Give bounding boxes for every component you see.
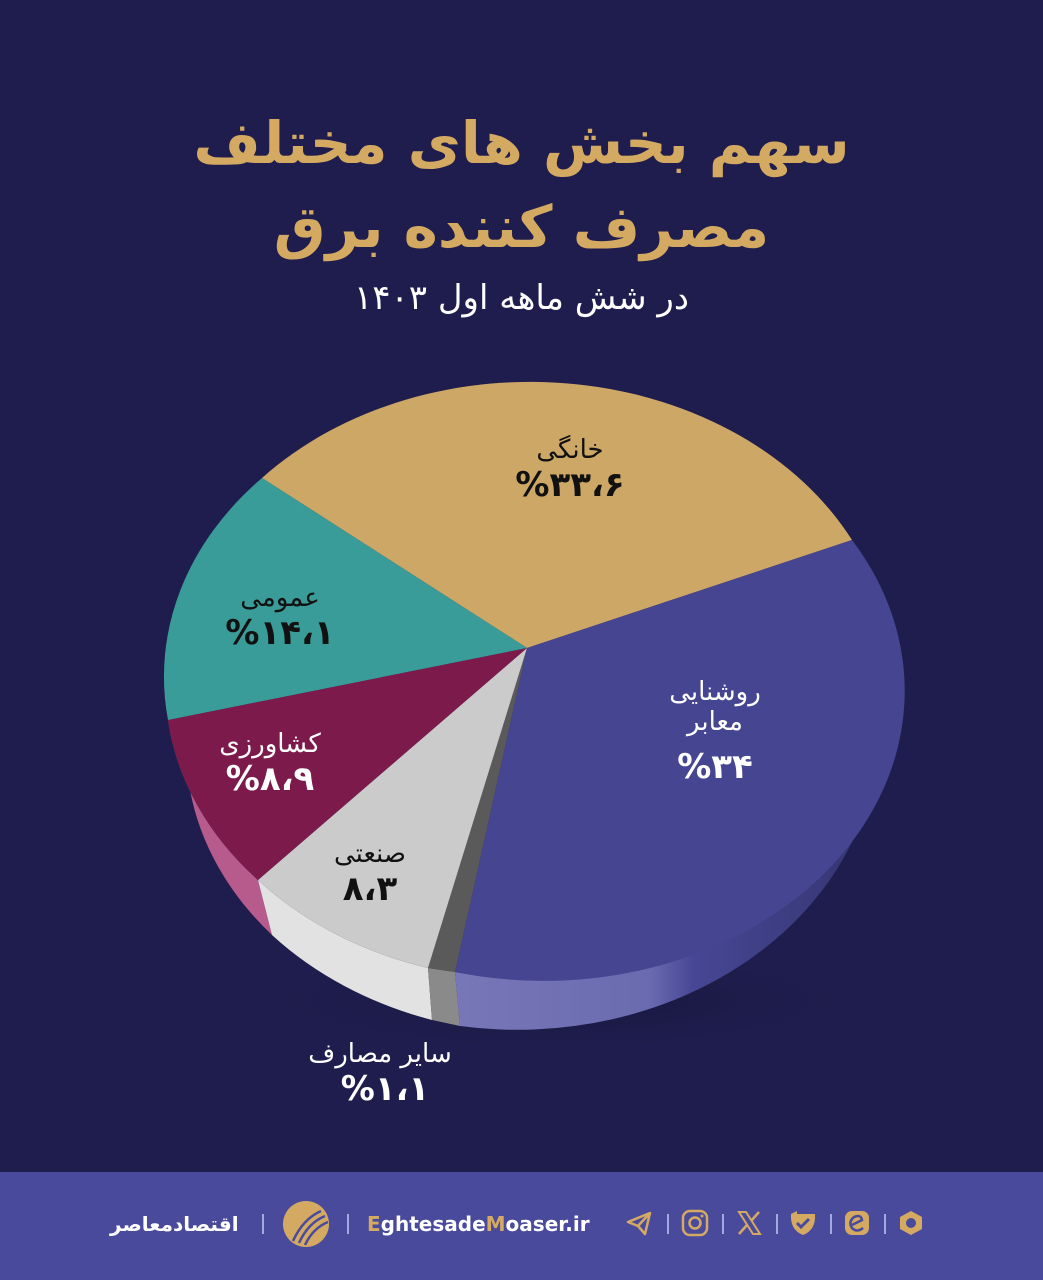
- subtitle: در شش ماهه اول ۱۴۰۳: [354, 278, 689, 318]
- slice-industrial[interactable]: [258, 648, 527, 968]
- website-link[interactable]: EghtesadeMoaser.ir: [367, 1212, 590, 1236]
- label-other: سایر مصارف %۱،۱: [308, 1039, 452, 1109]
- bale-icon[interactable]: [896, 1208, 926, 1238]
- side-industrial: [258, 880, 432, 1020]
- brand-name: اقتصادمعاصر: [110, 1212, 239, 1236]
- title-line-1: سهم بخش های مختلف: [193, 109, 850, 177]
- divider: [667, 1214, 669, 1234]
- slice-other[interactable]: [428, 648, 527, 972]
- slice-residential[interactable]: [262, 381, 852, 648]
- divider: [347, 1214, 349, 1234]
- side-agriculture: [168, 720, 272, 935]
- slice-agriculture[interactable]: [168, 648, 527, 880]
- label-residential: خانگی %۳۳،۶: [515, 435, 625, 505]
- divider: [722, 1214, 724, 1234]
- divider: [884, 1214, 886, 1234]
- label-agriculture: کشاورزی %۸،۹: [219, 729, 321, 799]
- brand-logo-icon: [283, 1201, 329, 1247]
- label-public: عمومی %۱۴،۱: [225, 583, 335, 653]
- footer-bar: [0, 1172, 1043, 1280]
- slice-street-lighting[interactable]: [455, 540, 905, 981]
- slice-public[interactable]: [163, 478, 527, 720]
- x-icon[interactable]: [734, 1208, 764, 1238]
- label-street-lighting: روشنایی معابر %۳۴: [669, 677, 761, 787]
- label-industrial: صنعتی ۸،۳: [334, 839, 406, 909]
- divider: [830, 1214, 832, 1234]
- divider: [262, 1214, 264, 1234]
- divider: [776, 1214, 778, 1234]
- side-other: [428, 968, 460, 1026]
- rubika-icon[interactable]: [788, 1208, 818, 1238]
- instagram-icon[interactable]: [680, 1208, 710, 1238]
- title-line-2: مصرف کننده برق: [273, 193, 770, 261]
- telegram-icon[interactable]: [624, 1208, 654, 1238]
- pie-chart: [163, 381, 905, 1055]
- eitaa-icon[interactable]: [842, 1208, 872, 1238]
